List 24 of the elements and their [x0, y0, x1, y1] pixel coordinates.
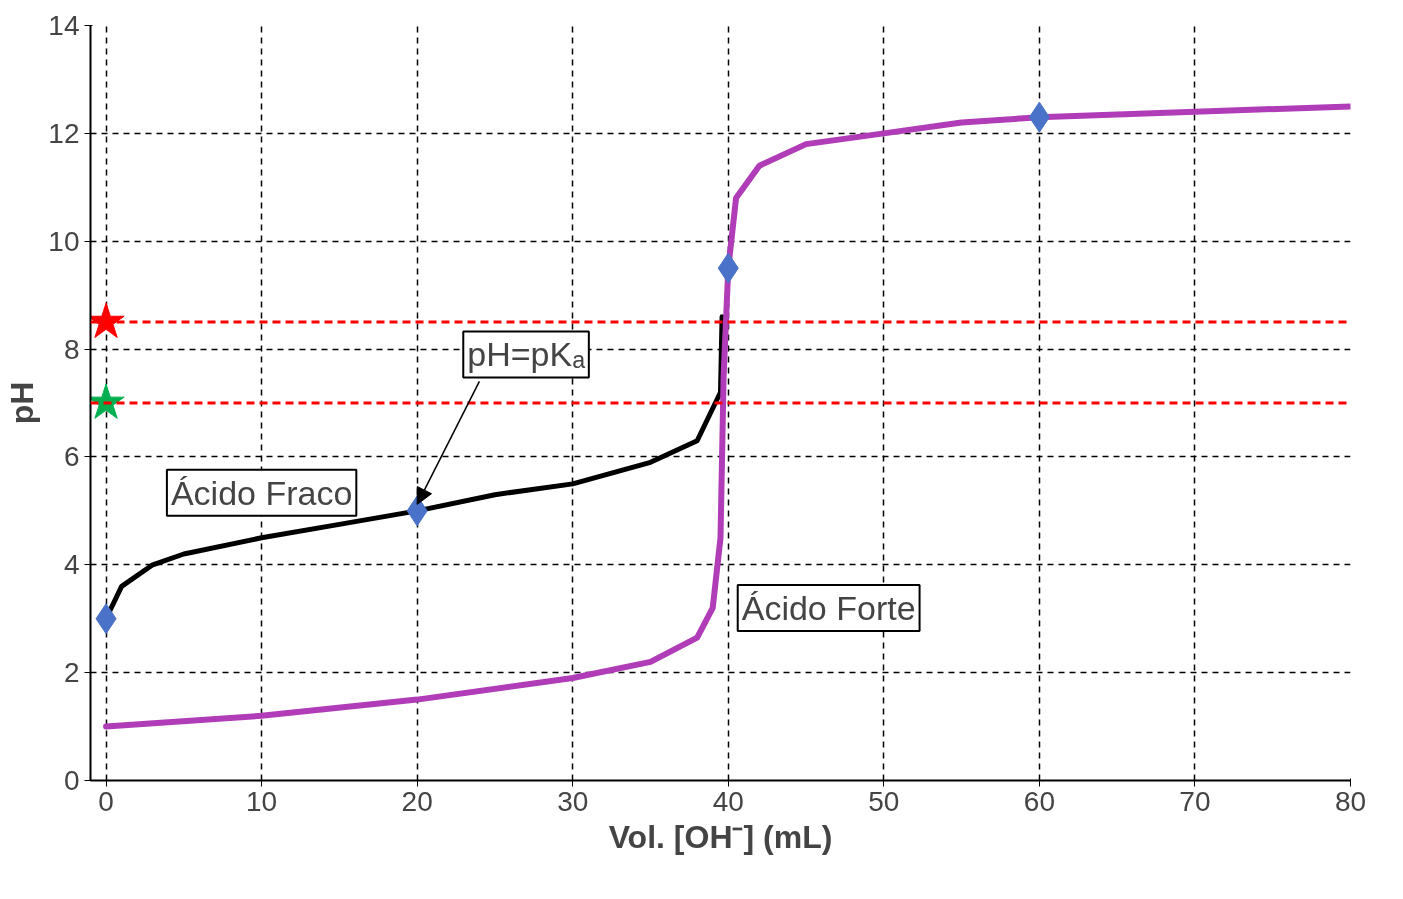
y-axis-title: pH [4, 381, 41, 425]
x-tick-label: 60 [1023, 785, 1055, 817]
x-tick-label: 70 [1179, 785, 1211, 817]
x-tick-label: 20 [401, 785, 433, 817]
y-tick-label: 6 [63, 441, 80, 473]
x-tick-label: 80 [1334, 785, 1367, 817]
annotation: pH=pKₐ [467, 335, 586, 374]
point [90, 302, 125, 338]
y-tick-label: 12 [48, 117, 80, 149]
y-tick-label: 4 [63, 549, 80, 581]
x-tick-label: 50 [868, 785, 900, 817]
y-tick-label: 14 [48, 10, 80, 41]
x-axis-title: Vol. [OH⁻] (mL) [608, 818, 833, 855]
x-tick-label: 0 [98, 785, 114, 817]
y-tick-label: 10 [48, 225, 80, 257]
y-tick-label: 2 [63, 657, 80, 689]
series-label: Ácido Forte [741, 588, 916, 627]
legend-label: Ácido Fraco [170, 473, 353, 512]
x-tick-label: 30 [557, 785, 589, 817]
y-tick-label: 8 [63, 333, 80, 365]
x-tick-label: 40 [712, 785, 744, 817]
y-tick-label: 0 [63, 765, 80, 796]
x-tick-label: 10 [246, 785, 278, 817]
point [90, 383, 125, 419]
